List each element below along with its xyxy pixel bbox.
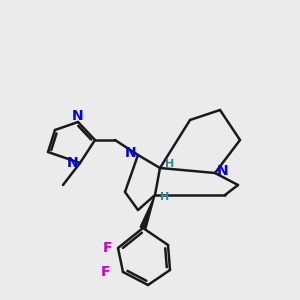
Polygon shape (140, 195, 155, 229)
Text: F: F (100, 265, 110, 279)
Text: N: N (72, 109, 84, 123)
Text: N: N (67, 156, 79, 170)
Text: N: N (217, 164, 229, 178)
Text: F: F (103, 241, 113, 255)
Text: H: H (165, 159, 175, 169)
Text: N: N (125, 146, 137, 160)
Text: H: H (160, 192, 169, 202)
